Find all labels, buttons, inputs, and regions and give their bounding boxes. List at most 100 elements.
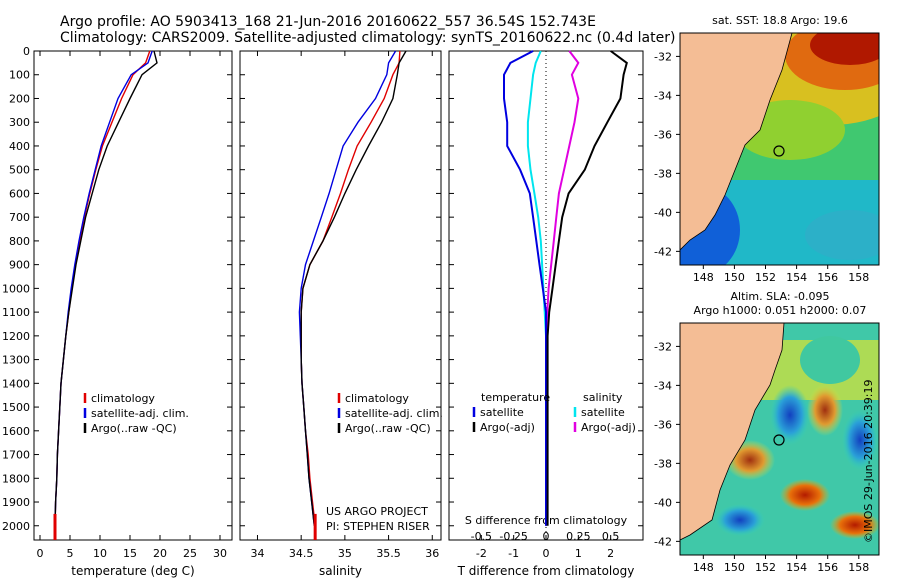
sal-xtick-label: 36	[425, 547, 439, 560]
temp-ytick-label: 1200	[2, 330, 30, 343]
sla-map-panel: Altim. SLA: -0.095 Argo h1000: 0.051 h20…	[654, 290, 880, 574]
sla-coastline	[680, 323, 785, 541]
sla-ytick-label: -40	[654, 496, 672, 509]
sla-ytick-label: -42	[654, 535, 672, 548]
temp-series-line	[54, 50, 158, 526]
sla-xtick-label: 148	[693, 561, 714, 574]
diff-xtick-label: 2	[607, 547, 614, 560]
sst-ytick-label: -36	[654, 128, 672, 141]
sla-title: Altim. SLA: -0.095	[730, 290, 829, 303]
sst-xtick-label: 158	[848, 271, 869, 284]
diff-xtick-label: 0	[543, 547, 550, 560]
sla-xtick-label: 156	[817, 561, 838, 574]
sal-xtick-label: 35.5	[376, 547, 401, 560]
temp-ytick-label: 1900	[2, 496, 30, 509]
salinity-panel: 34 34.5 35 35.5 36 salinity climatology satelli…	[239, 50, 443, 578]
sst-argo-marker	[773, 145, 785, 157]
temp-xtick-label: 10	[93, 547, 107, 560]
title-line-1: Argo profile: AO 5903413_168 21-Jun-2016…	[60, 14, 596, 30]
diff-legend-title: temperature	[481, 391, 550, 404]
diff-series-line	[545, 50, 580, 526]
diff-series-line	[503, 50, 547, 526]
sst-title: sat. SST: 18.8 Argo: 19.6	[712, 14, 848, 27]
sst-frame	[679, 32, 880, 266]
difference-panel: -2 -1 0 1 2-0.5 -0.25 0 0.25 0.5S difference fro…	[448, 50, 644, 578]
sst-xtick-label: 148	[693, 271, 714, 284]
sst-map-panel: sat. SST: 18.8 Argo: 19.6 148 150 152 154 15…	[654, 14, 880, 284]
temp-ytick-label: 0	[23, 45, 30, 58]
temp-ytick-label: 600	[9, 187, 30, 200]
temp-xtick-label: 25	[183, 547, 197, 560]
diff-xtick-label: 1	[575, 547, 582, 560]
temp-xtick-label: 30	[213, 547, 227, 560]
sla-heatmap	[680, 323, 879, 555]
sla-cold-eddy	[770, 385, 810, 445]
sla-ytick-label: -32	[654, 340, 672, 353]
temp-ytick-label: 1100	[2, 306, 30, 319]
temp-ytick-label: 1800	[2, 472, 30, 485]
diff-s-xtick-label: -0.25	[499, 530, 527, 543]
sst-ytick-label: -40	[654, 206, 672, 219]
diff-legend-title: salinity	[583, 391, 623, 404]
sla-xtick-label: 150	[724, 561, 745, 574]
temp-series-line	[54, 50, 153, 526]
diff-temp-legend-label: Argo(-adj)	[480, 421, 535, 434]
temp-legend-label: Argo(..raw -QC)	[91, 422, 177, 435]
sla-warm-eddy-3	[780, 479, 830, 511]
sal-xtick-label: 35	[338, 547, 352, 560]
sst-ytick-label: -34	[654, 89, 672, 102]
diff-sal-legend-label: Argo(-adj)	[581, 421, 636, 434]
diff-series-line	[546, 50, 628, 526]
sla-ytick-label: -38	[654, 457, 672, 470]
temp-ytick-label: 100	[9, 69, 30, 82]
temp-legend-label: satellite-adj. clim.	[91, 407, 189, 420]
sla-land	[680, 323, 784, 540]
diff-xtick-label: -1	[508, 547, 519, 560]
sal-xtick-label: 34	[250, 547, 264, 560]
sst-ytick-label: -32	[654, 50, 672, 63]
temp-series-line	[54, 50, 151, 526]
temp-frame	[33, 50, 233, 541]
sal-legend-label: Argo(..raw -QC)	[345, 422, 431, 435]
sal-annotation: PI: STEPHEN RISER	[326, 520, 430, 533]
diff-sal-legend-label: satellite	[581, 406, 625, 419]
temp-ytick-label: 300	[9, 116, 30, 129]
temp-xtick-label: 0	[37, 547, 44, 560]
sst-xtick-label: 150	[724, 271, 745, 284]
sst-xtick-label: 152	[755, 271, 776, 284]
temp-ytick-label: 200	[9, 92, 30, 105]
sla-xtick-label: 152	[755, 561, 776, 574]
sla-cold-eddy-3	[715, 504, 765, 536]
sla-xtick-label: 154	[786, 561, 807, 574]
temp-xtick-label: 15	[123, 547, 137, 560]
temp-ytick-label: 1600	[2, 425, 30, 438]
temp-ytick-label: 400	[9, 140, 30, 153]
sla-ytick-label: -34	[654, 379, 672, 392]
sal-legend-label: climatology	[345, 392, 409, 405]
sla-subtitle: Argo h1000: 0.051 h2000: 0.07	[694, 304, 867, 317]
sst-heatmap	[680, 33, 879, 265]
sst-land	[680, 33, 792, 250]
sla-xtick-label: 158	[848, 561, 869, 574]
sst-cool-pool	[805, 210, 879, 260]
temp-legend-label: climatology	[91, 392, 155, 405]
diff-xlabel: T difference from climatology	[457, 564, 635, 578]
sla-warm-eddy	[807, 384, 843, 436]
temp-xlabel: temperature (deg C)	[71, 564, 194, 578]
sla-ytick-label: -36	[654, 418, 672, 431]
sla-warm-eddy-4	[830, 511, 879, 539]
temp-ytick-label: 1500	[2, 401, 30, 414]
sst-coastline	[680, 33, 793, 251]
sal-annotation: US ARGO PROJECT	[326, 505, 428, 518]
diff-s-xtick-label: -0.5	[471, 530, 492, 543]
sla-frame	[679, 322, 880, 556]
sst-ytick-label: -42	[654, 245, 672, 258]
diff-xtick-label: -2	[476, 547, 487, 560]
sal-series-line	[300, 50, 401, 526]
sst-xtick-label: 156	[817, 271, 838, 284]
temp-ytick-label: 900	[9, 259, 30, 272]
temp-ytick-label: 1700	[2, 449, 30, 462]
sst-ticks: 148 150 152 154 156 158 -32 -34 -36 -38 -40 -42	[654, 50, 869, 284]
sal-legend-label: satellite-adj. clim.	[345, 407, 443, 420]
